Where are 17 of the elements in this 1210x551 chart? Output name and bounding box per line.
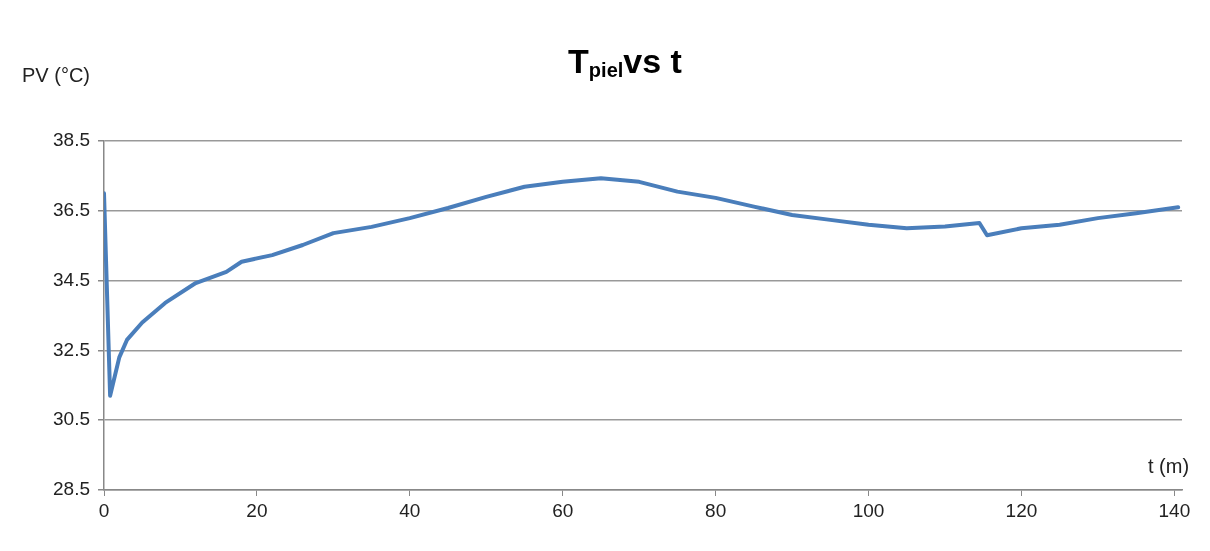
chart-title: T$_{piel}$vs t <box>568 42 682 81</box>
x-tick-label: 140 <box>1158 499 1191 521</box>
x-tick-label: 60 <box>552 499 574 521</box>
x-tick-label: 80 <box>705 499 727 521</box>
x-tick-label: 100 <box>852 499 885 521</box>
x-axis-title: t (m) <box>1148 455 1190 478</box>
y-tick-label: 32.5 <box>53 338 90 360</box>
y-tick-label: 36.5 <box>53 199 90 221</box>
x-tick-label: 0 <box>98 499 110 521</box>
x-tick-label: 20 <box>246 499 268 521</box>
y-tick-label: 34.5 <box>53 268 90 290</box>
y-axis-title: PV (°C) <box>22 64 90 87</box>
y-tick-label: 28.5 <box>53 478 90 500</box>
y-tick-label: 30.5 <box>53 408 90 430</box>
x-tick-label: 40 <box>399 499 421 521</box>
x-tick-label: 120 <box>1005 499 1038 521</box>
y-tick-label: 38.5 <box>53 129 90 151</box>
